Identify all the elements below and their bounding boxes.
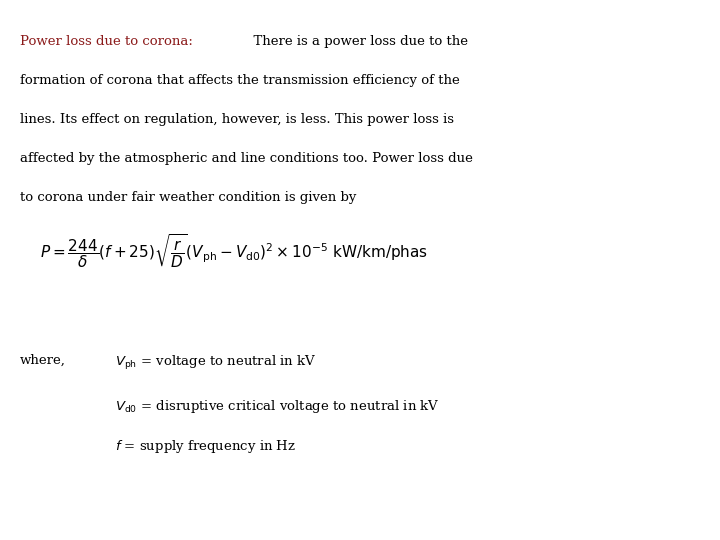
Text: to corona under fair weather condition is given by: to corona under fair weather condition i… <box>20 191 356 204</box>
Text: Power loss due to corona:: Power loss due to corona: <box>20 35 193 48</box>
Text: There is a power loss due to the: There is a power loss due to the <box>245 35 468 48</box>
Text: $P = \dfrac{244}{\delta}(f+25)\sqrt{\dfrac{r}{D}}\left(V_{\mathrm{ph}} - V_{\mat: $P = \dfrac{244}{\delta}(f+25)\sqrt{\dfr… <box>40 232 428 270</box>
Text: formation of corona that affects the transmission efficiency of the: formation of corona that affects the tra… <box>20 74 460 87</box>
Text: $V_{\mathrm{ph}}$ = voltage to neutral in kV: $V_{\mathrm{ph}}$ = voltage to neutral i… <box>115 354 317 372</box>
Text: lines. Its effect on regulation, however, is less. This power loss is: lines. Its effect on regulation, however… <box>20 113 454 126</box>
Text: $f$ = supply frequency in Hz: $f$ = supply frequency in Hz <box>115 438 296 455</box>
Text: where,: where, <box>20 354 66 367</box>
Text: affected by the atmospheric and line conditions too. Power loss due: affected by the atmospheric and line con… <box>20 152 473 165</box>
Text: $V_{\mathrm{d0}}$ = disruptive critical voltage to neutral in kV: $V_{\mathrm{d0}}$ = disruptive critical … <box>115 398 440 415</box>
